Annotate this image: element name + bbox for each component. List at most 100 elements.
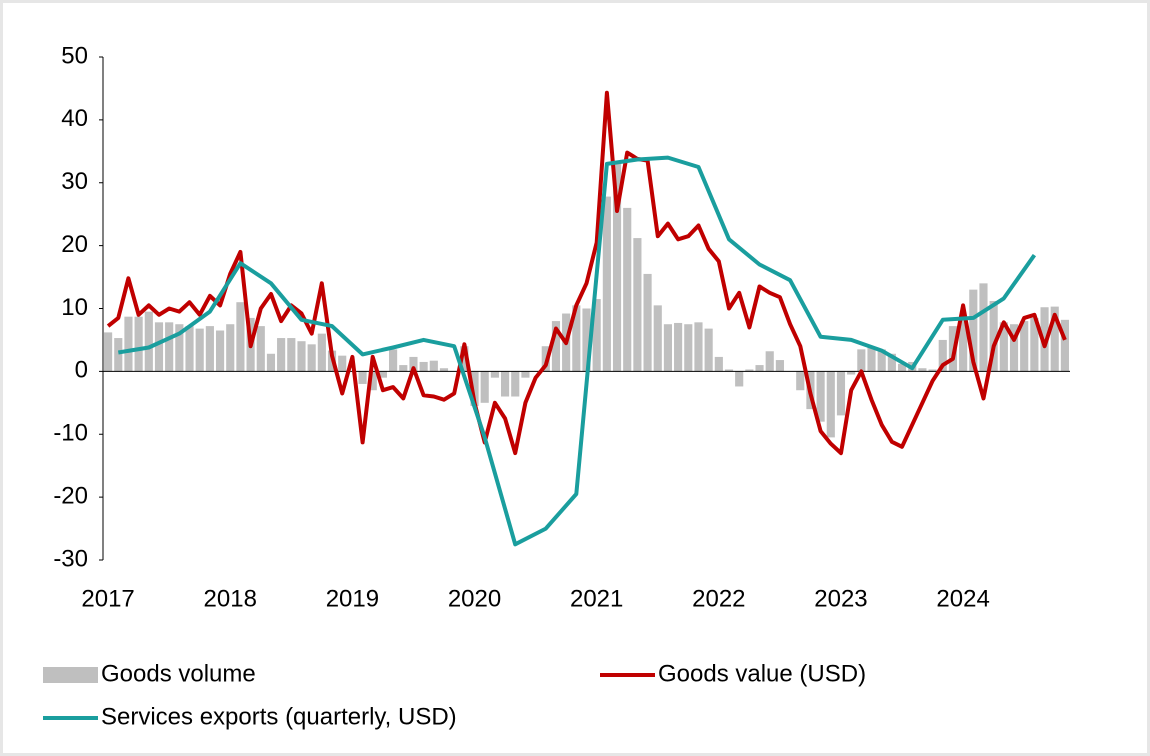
bar bbox=[663, 324, 673, 372]
bar bbox=[928, 369, 937, 372]
y-tick-label: -20 bbox=[53, 482, 88, 509]
bar bbox=[470, 371, 479, 406]
y-tick-label: 50 bbox=[61, 42, 88, 69]
x-tick-label: 2021 bbox=[570, 585, 623, 612]
bar bbox=[653, 305, 662, 372]
bar bbox=[185, 326, 194, 372]
x-tick-label: 2019 bbox=[326, 585, 379, 612]
y-tick-label: 30 bbox=[61, 168, 88, 195]
x-tick-label: 2023 bbox=[814, 585, 867, 612]
bar bbox=[724, 369, 734, 372]
x-tick-label: 2018 bbox=[204, 585, 257, 612]
bar bbox=[297, 341, 306, 372]
bar bbox=[704, 328, 713, 372]
y-tick-label: 20 bbox=[61, 231, 88, 258]
bar bbox=[918, 368, 927, 372]
bar bbox=[582, 308, 591, 372]
legend-label: Services exports (quarterly, USD) bbox=[101, 703, 457, 730]
bar bbox=[1030, 317, 1039, 372]
bar bbox=[592, 299, 601, 372]
bar bbox=[775, 360, 784, 372]
legend-label: Goods value (USD) bbox=[658, 660, 866, 687]
bar bbox=[714, 356, 723, 372]
bar bbox=[602, 196, 611, 372]
bar bbox=[847, 371, 856, 375]
x-tick-label: 2017 bbox=[81, 585, 134, 612]
bar bbox=[938, 339, 947, 372]
line bbox=[106, 90, 1067, 456]
legend-label: Goods volume bbox=[101, 660, 256, 687]
bar bbox=[857, 349, 866, 372]
bar bbox=[633, 238, 642, 372]
bar bbox=[511, 371, 520, 397]
bar bbox=[480, 371, 489, 403]
bar bbox=[134, 316, 143, 372]
bar bbox=[897, 363, 907, 372]
bar bbox=[612, 163, 622, 372]
bar bbox=[205, 326, 214, 372]
bar bbox=[826, 371, 835, 438]
bar bbox=[796, 371, 805, 391]
bar bbox=[1020, 321, 1029, 372]
y-tick-label: -10 bbox=[53, 420, 88, 447]
bar bbox=[999, 322, 1008, 372]
bar bbox=[256, 326, 265, 372]
bar bbox=[389, 349, 398, 372]
bar bbox=[307, 344, 316, 372]
bar bbox=[867, 347, 876, 372]
bar bbox=[429, 360, 438, 372]
bar bbox=[409, 356, 418, 372]
bar bbox=[1009, 324, 1019, 372]
y-tick-label: 0 bbox=[75, 357, 88, 384]
y-tick-label: -30 bbox=[53, 545, 88, 572]
bar bbox=[755, 365, 764, 372]
bar bbox=[287, 338, 296, 372]
bar bbox=[460, 346, 469, 372]
x-tick-label: 2024 bbox=[936, 585, 989, 612]
bar bbox=[195, 328, 204, 372]
bar bbox=[144, 311, 153, 372]
bar bbox=[226, 324, 235, 372]
y-tick-label: 40 bbox=[61, 105, 88, 132]
bar bbox=[439, 368, 449, 372]
bar bbox=[1060, 319, 1069, 372]
bar bbox=[154, 322, 164, 372]
bar bbox=[836, 371, 846, 416]
bar bbox=[572, 305, 581, 372]
bar bbox=[277, 338, 286, 372]
bar bbox=[490, 371, 499, 378]
bar bbox=[114, 338, 123, 372]
bar bbox=[399, 365, 408, 372]
line bbox=[117, 155, 1037, 547]
bar bbox=[358, 371, 367, 384]
bar bbox=[887, 353, 896, 372]
bar bbox=[236, 302, 245, 372]
bar bbox=[175, 324, 184, 372]
bar bbox=[877, 349, 886, 372]
bar bbox=[694, 322, 703, 372]
y-tick-label: 10 bbox=[61, 294, 88, 321]
bar bbox=[674, 322, 683, 372]
bar bbox=[521, 371, 530, 378]
bar bbox=[735, 371, 744, 387]
legend-swatch bbox=[43, 667, 98, 683]
bar bbox=[338, 355, 347, 372]
bar bbox=[643, 273, 652, 372]
bar bbox=[124, 316, 133, 372]
bar bbox=[989, 300, 998, 372]
bar bbox=[1050, 306, 1059, 372]
bar bbox=[623, 207, 632, 372]
bar bbox=[1040, 307, 1049, 372]
bar bbox=[745, 369, 754, 372]
bar bbox=[979, 283, 988, 372]
bar bbox=[317, 333, 326, 372]
bar bbox=[378, 371, 387, 378]
bar bbox=[368, 371, 377, 391]
bar bbox=[684, 324, 693, 372]
bar bbox=[551, 321, 561, 372]
bar bbox=[215, 330, 225, 372]
bar bbox=[969, 289, 978, 372]
x-tick-label: 2022 bbox=[692, 585, 745, 612]
